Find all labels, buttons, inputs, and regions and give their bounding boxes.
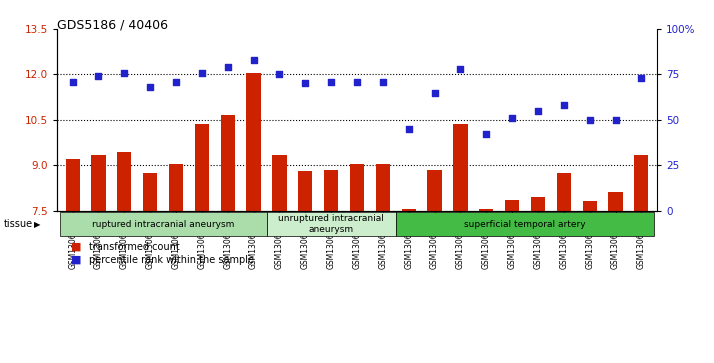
Bar [505,200,519,211]
Bar [634,155,648,211]
Bar [608,192,623,211]
Point [144,84,156,90]
Bar [169,164,183,211]
Point [610,117,621,123]
Text: ■: ■ [71,242,82,252]
Bar [531,197,545,211]
Bar [376,164,390,211]
Bar [66,159,80,211]
Point [481,131,492,137]
Point [300,81,311,86]
Bar [557,173,571,211]
Bar [246,73,261,211]
Bar [324,170,338,211]
Point [506,115,518,121]
Bar [350,164,364,211]
Point [558,102,570,108]
Bar [583,201,597,211]
Point [273,72,285,77]
Point [635,75,647,81]
Point [196,70,208,76]
Point [248,57,259,63]
Point [532,108,543,114]
Bar [91,155,106,211]
Point [119,70,130,76]
Text: tissue: tissue [4,219,33,229]
Point [222,64,233,70]
Bar [221,115,235,211]
Text: percentile rank within the sample: percentile rank within the sample [89,254,254,265]
Point [455,66,466,72]
Point [326,79,337,85]
Bar [143,173,157,211]
Bar [479,209,493,211]
Text: GDS5186 / 40406: GDS5186 / 40406 [57,18,168,31]
Bar [298,171,313,211]
Text: ruptured intracranial aneurysm: ruptured intracranial aneurysm [92,220,234,229]
Point [377,79,388,85]
Point [403,126,414,132]
Text: superficial temporal artery: superficial temporal artery [464,220,586,229]
Text: ■: ■ [71,254,82,265]
Bar [195,125,209,211]
Bar [117,152,131,211]
Point [171,79,182,85]
Text: transformed count: transformed count [89,242,180,252]
Point [429,90,441,95]
Point [584,117,595,123]
Point [351,79,363,85]
Text: unruptured intracranial
aneurysm: unruptured intracranial aneurysm [278,215,384,234]
Point [93,73,104,79]
Point [67,79,79,85]
Bar [272,155,286,211]
Bar [428,170,442,211]
Bar [401,209,416,211]
Text: ▶: ▶ [34,220,41,229]
Bar [453,125,468,211]
